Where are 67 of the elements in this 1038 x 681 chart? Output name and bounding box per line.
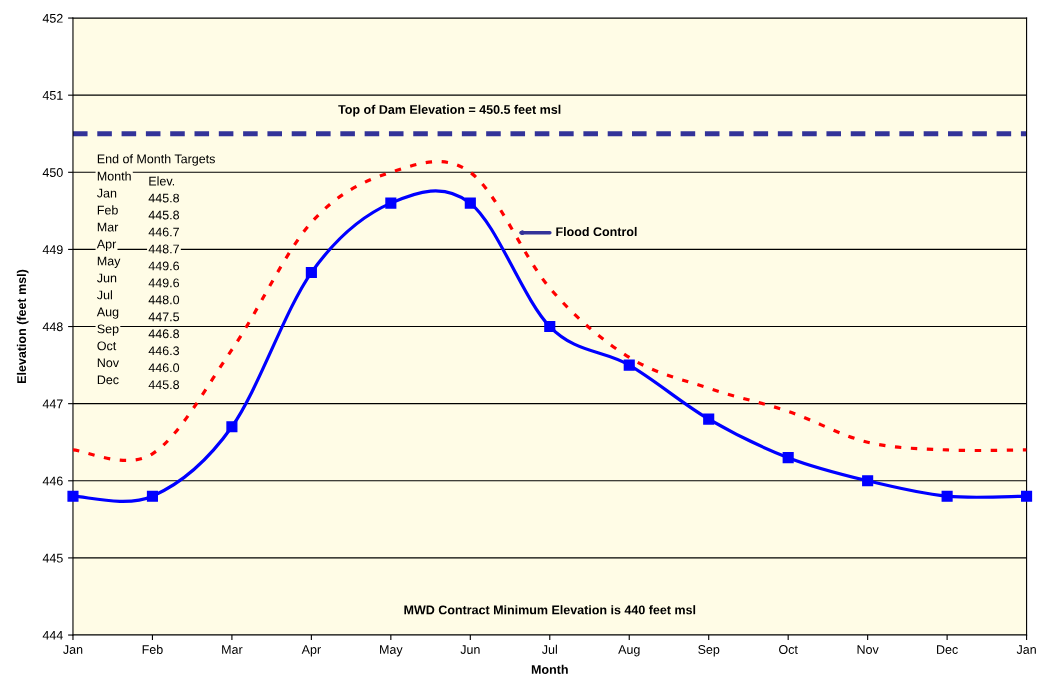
- annotation: MWD Contract Minimum Elevation is 440 feet msl: [404, 605, 696, 615]
- x-tick-label: Jun: [460, 645, 480, 654]
- annotation: 445.8: [148, 210, 180, 220]
- annotation: Oct: [97, 341, 117, 351]
- annotation: Feb: [97, 205, 118, 215]
- point: [623, 359, 635, 371]
- annotation: 449.6: [148, 278, 180, 288]
- annotation: Flood Control: [556, 226, 637, 237]
- point: [941, 490, 953, 502]
- y-tick-label: 444: [42, 630, 63, 640]
- point: [464, 197, 476, 209]
- y-tick-label: 450: [42, 168, 63, 177]
- x-tick-label: May: [380, 645, 403, 657]
- annotation: Jul: [97, 290, 112, 300]
- annotation: Jan: [97, 188, 117, 198]
- y-tick-label: 445: [42, 553, 63, 563]
- point: [1021, 490, 1033, 502]
- y-tick-label: 446: [42, 476, 63, 486]
- annotation: 445.8: [148, 380, 180, 390]
- annotation: Sep: [97, 324, 119, 336]
- x-tick-label: Aug: [618, 645, 640, 657]
- point: [146, 490, 158, 502]
- x-tick-label: Oct: [779, 645, 798, 654]
- annotation: Jun: [97, 273, 117, 283]
- y-tick-label: 449: [42, 245, 63, 255]
- point: [782, 452, 794, 464]
- x-tick-label: Jan: [63, 645, 83, 654]
- annotation: 446.7: [148, 227, 179, 237]
- point: [862, 475, 874, 487]
- y-tick-label: 452: [42, 13, 63, 23]
- annotation: 445.8: [148, 193, 180, 203]
- annotation: Month: [97, 171, 131, 181]
- point: [67, 490, 79, 502]
- ref-line-label: Top of Dam Elevation = 450.5 feet msl: [338, 104, 561, 117]
- point: [385, 197, 397, 209]
- y-axis-title: Elevation (feet msl): [16, 269, 29, 384]
- annotation: End of Month Targets: [97, 154, 215, 166]
- x-tick-label: Dec: [937, 645, 958, 654]
- annotation: Apr: [96, 239, 117, 251]
- x-tick-label: Apr: [301, 645, 321, 657]
- annotation: Dec: [97, 375, 119, 385]
- annotation: 446.0: [148, 363, 180, 373]
- point: [226, 421, 238, 433]
- x-tick-label: Jul: [541, 644, 557, 654]
- x-tick-label: Nov: [857, 645, 879, 654]
- annotation: 446.3: [148, 346, 180, 356]
- x-tick-label: Feb: [142, 644, 163, 654]
- annotation: Mar: [97, 222, 119, 232]
- point: [305, 266, 317, 279]
- annotation: 446.8: [148, 329, 180, 339]
- x-tick-label: Jan: [1016, 645, 1036, 654]
- x-tick-label: Mar: [222, 645, 243, 654]
- annotation: Elev.: [149, 176, 175, 186]
- y-tick-label: 447: [42, 399, 63, 409]
- x-axis-title: Month: [531, 664, 568, 674]
- annotation: Nov: [97, 358, 119, 368]
- annotation: 447.5: [148, 312, 180, 322]
- annotation: 449.6: [148, 261, 180, 271]
- annotation: Aug: [96, 307, 119, 319]
- x-tick-label: Sep: [698, 645, 720, 657]
- annotation: 448.0: [148, 295, 180, 305]
- y-tick-label: 451: [42, 91, 63, 100]
- y-tick-label: 448: [42, 322, 63, 332]
- point: [544, 320, 556, 333]
- point: [703, 413, 715, 425]
- annotation: 448.7: [148, 244, 179, 254]
- annotation: May: [97, 256, 121, 268]
